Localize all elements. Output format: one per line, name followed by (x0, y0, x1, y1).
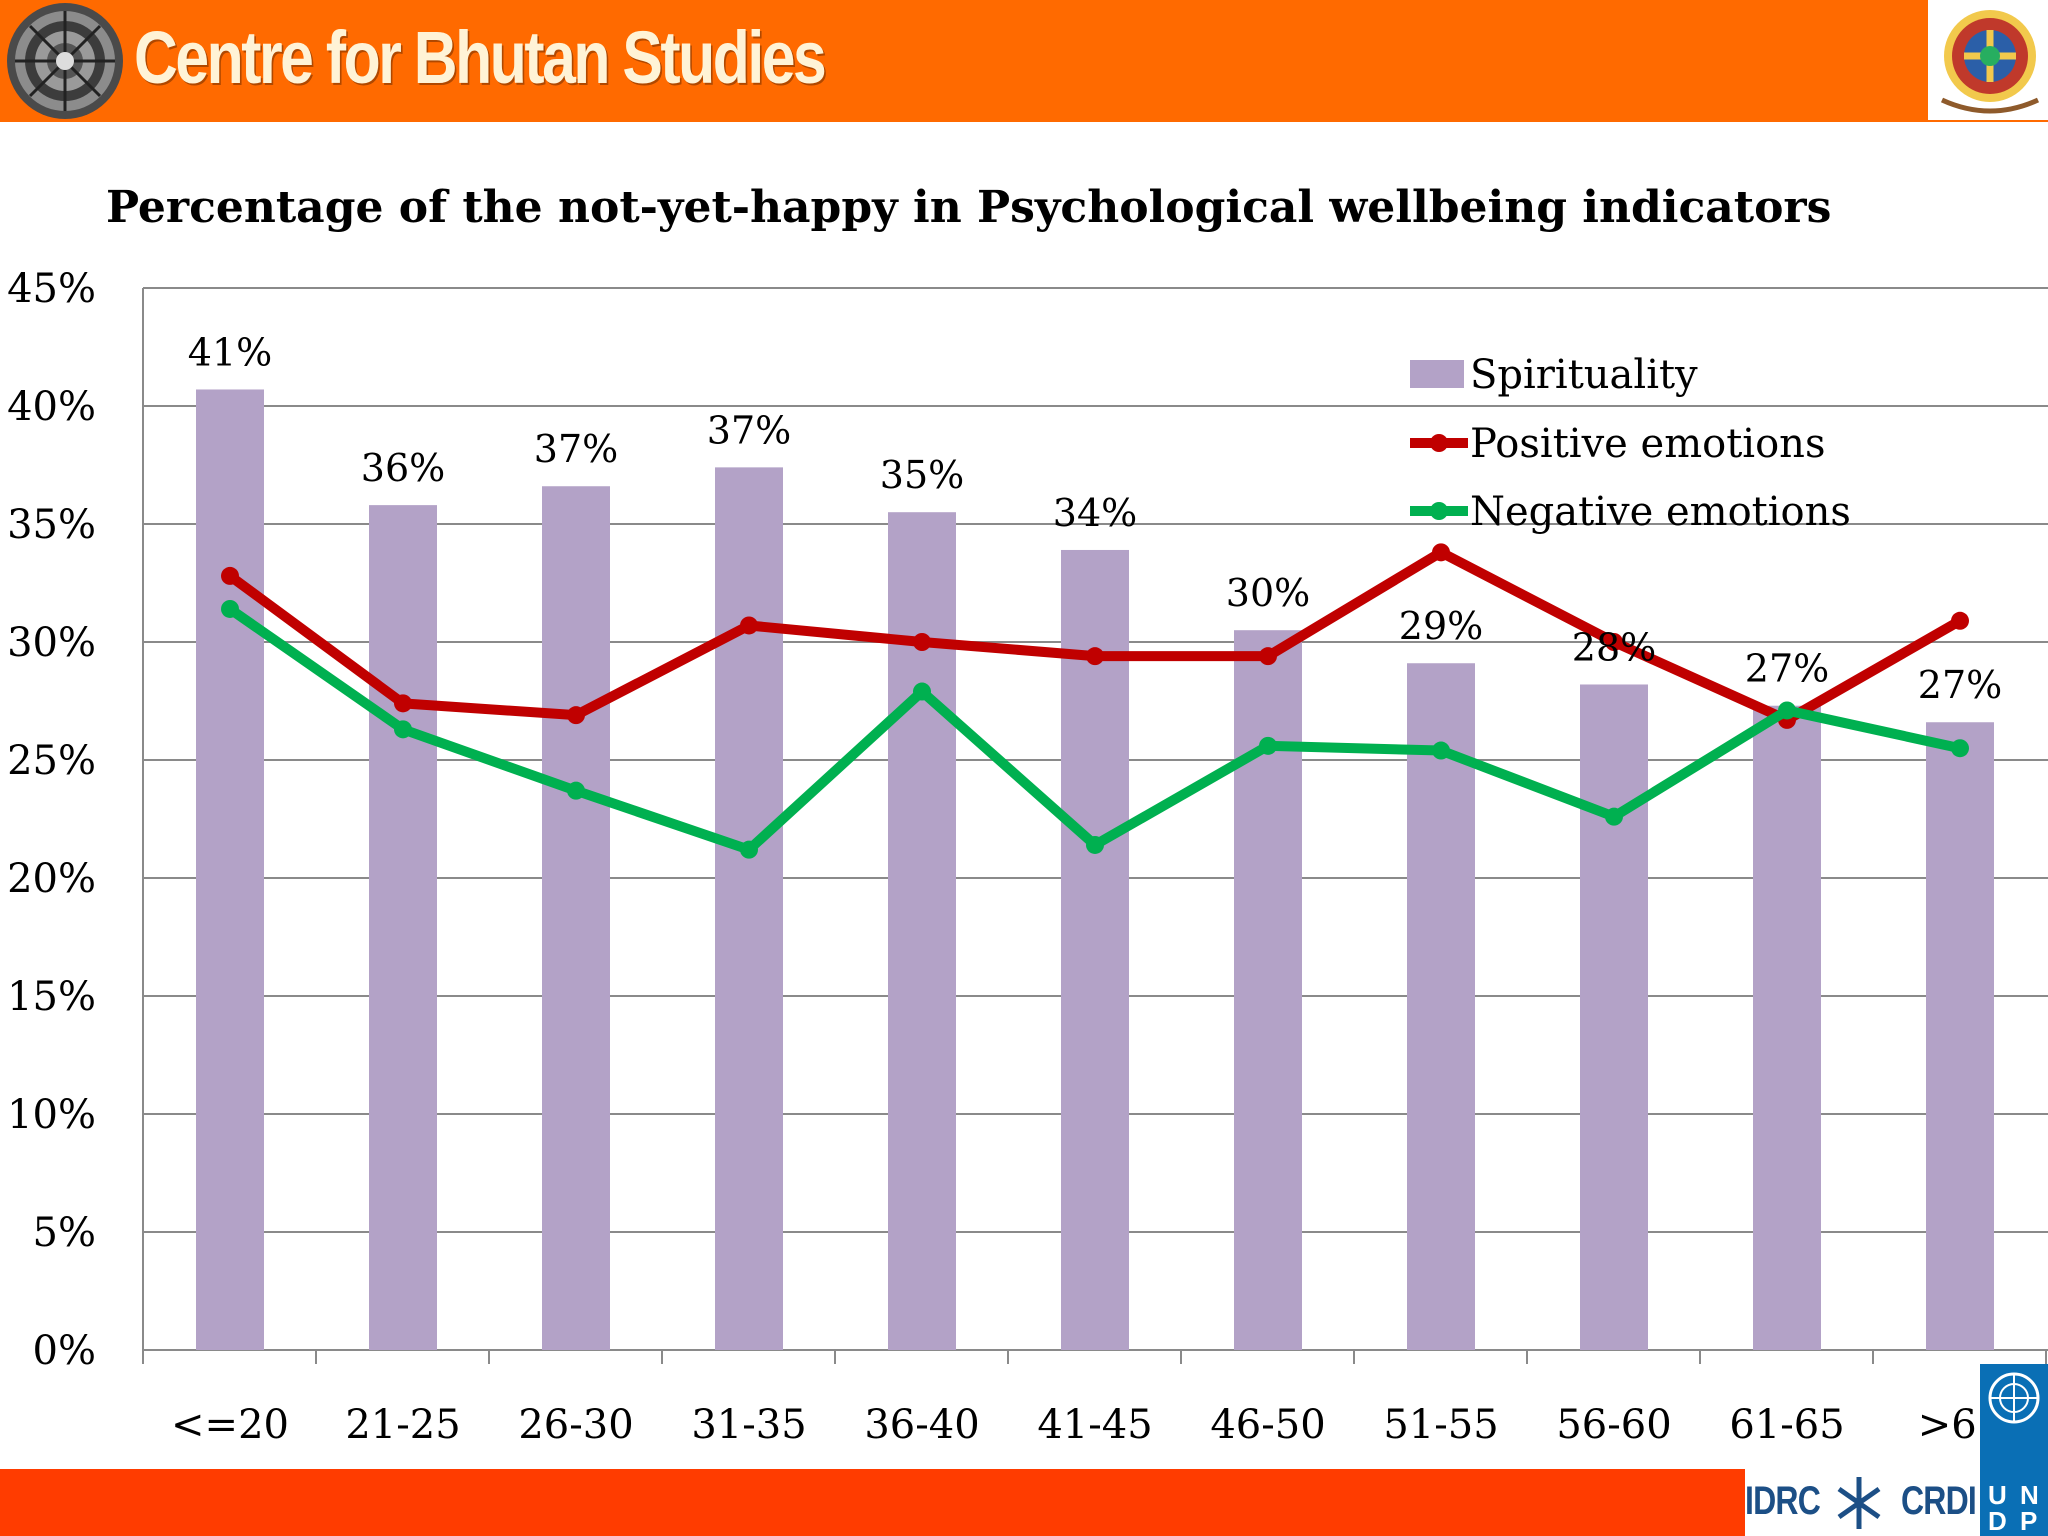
x-tick-label: <=20 (171, 1402, 289, 1448)
y-tick-label: 5% (33, 1210, 96, 1256)
bar (1580, 684, 1648, 1350)
x-tick-label: 41-45 (1037, 1402, 1152, 1448)
undp-letter-p: P (2020, 1506, 2038, 1536)
legend-label: Spirituality (1470, 352, 1698, 398)
y-tick-label: 0% (33, 1328, 96, 1374)
bar (1407, 663, 1475, 1350)
bar (369, 505, 437, 1350)
bhutan-emblem-icon (1928, 0, 2048, 120)
footer-logos: IDRC CRDI U N D P (1745, 1364, 2048, 1536)
x-tick-label: 56-60 (1556, 1402, 1671, 1448)
bar (1061, 549, 1129, 1350)
line-point (394, 694, 412, 713)
bar-data-label: 34% (1053, 491, 1137, 535)
header-bar (0, 0, 2048, 122)
bar-data-label: 35% (880, 453, 964, 497)
bar (1926, 722, 1994, 1350)
undp-logo: U N D P (1980, 1364, 2048, 1536)
line-point (221, 599, 239, 618)
bar-data-label: 37% (707, 408, 791, 452)
bar (1753, 705, 1821, 1350)
bar (542, 486, 610, 1350)
legend-marker (1430, 502, 1448, 520)
y-tick-label: 40% (7, 384, 96, 430)
line-point (1259, 647, 1277, 666)
idrc-star-icon (1837, 1477, 1881, 1529)
y-tick-label: 10% (7, 1092, 96, 1138)
bar-data-label: 30% (1226, 571, 1310, 615)
x-tick-label: 46-50 (1210, 1402, 1325, 1448)
idrc-label: IDRC (1745, 1479, 1821, 1523)
line-point (1605, 807, 1623, 826)
chart-title: Percentage of the not-yet-happy in Psych… (106, 182, 1832, 233)
bar-data-label: 29% (1399, 604, 1483, 648)
x-tick-label: 36-40 (864, 1402, 979, 1448)
legend-label: Negative emotions (1470, 489, 1851, 535)
legend-label: Positive emotions (1470, 421, 1825, 467)
bar (196, 389, 264, 1351)
x-tick-label: 21-25 (345, 1402, 460, 1448)
bar (715, 467, 783, 1350)
line-point (1432, 741, 1450, 760)
legend-swatch (1410, 360, 1464, 388)
line-point (567, 781, 585, 800)
line-point (1259, 736, 1277, 755)
y-tick-label: 35% (7, 502, 96, 548)
line-point (1432, 543, 1450, 562)
line-point (394, 720, 412, 739)
crdi-label: CRDI (1901, 1479, 1977, 1523)
undp-letter-u: U (1988, 1480, 2007, 1510)
line-point (913, 682, 931, 701)
bar-data-label: 36% (361, 446, 445, 490)
x-tick-label: 51-55 (1383, 1402, 1498, 1448)
y-tick-label: 25% (7, 738, 96, 784)
y-tick-label: 30% (7, 620, 96, 666)
line-point (1951, 611, 1969, 630)
x-tick-label: 31-35 (691, 1402, 806, 1448)
x-tick-label: 26-30 (518, 1402, 633, 1448)
y-tick-label: 15% (7, 974, 96, 1020)
line-point (1778, 701, 1796, 720)
undp-letter-n: N (2020, 1480, 2039, 1510)
line-point (221, 566, 239, 585)
bar-data-label: 28% (1572, 625, 1656, 669)
line-point (740, 840, 758, 859)
y-tick-label: 20% (7, 856, 96, 902)
bar (888, 512, 956, 1350)
footer-bar (0, 1469, 1745, 1536)
undp-letter-d: D (1988, 1506, 2007, 1536)
legend-marker (1430, 434, 1448, 452)
line-point (1086, 647, 1104, 666)
line-point (1951, 739, 1969, 758)
header-title: Centre for Bhutan Studies (134, 16, 827, 99)
bar-data-label: 27% (1918, 663, 2002, 707)
line-point (740, 616, 758, 635)
x-tick-label: 61-65 (1729, 1402, 1844, 1448)
line-point (1086, 835, 1104, 854)
line-point (1605, 633, 1623, 651)
line-point (567, 706, 585, 725)
y-tick-label: 45% (7, 266, 96, 312)
dharma-wheel-logo-icon (7, 3, 123, 119)
bar-data-label: 27% (1745, 647, 1829, 691)
line-point (913, 633, 931, 651)
bar-data-label: 37% (534, 427, 618, 471)
bar-data-label: 41% (188, 330, 272, 374)
un-globe-icon (1988, 1372, 2040, 1424)
